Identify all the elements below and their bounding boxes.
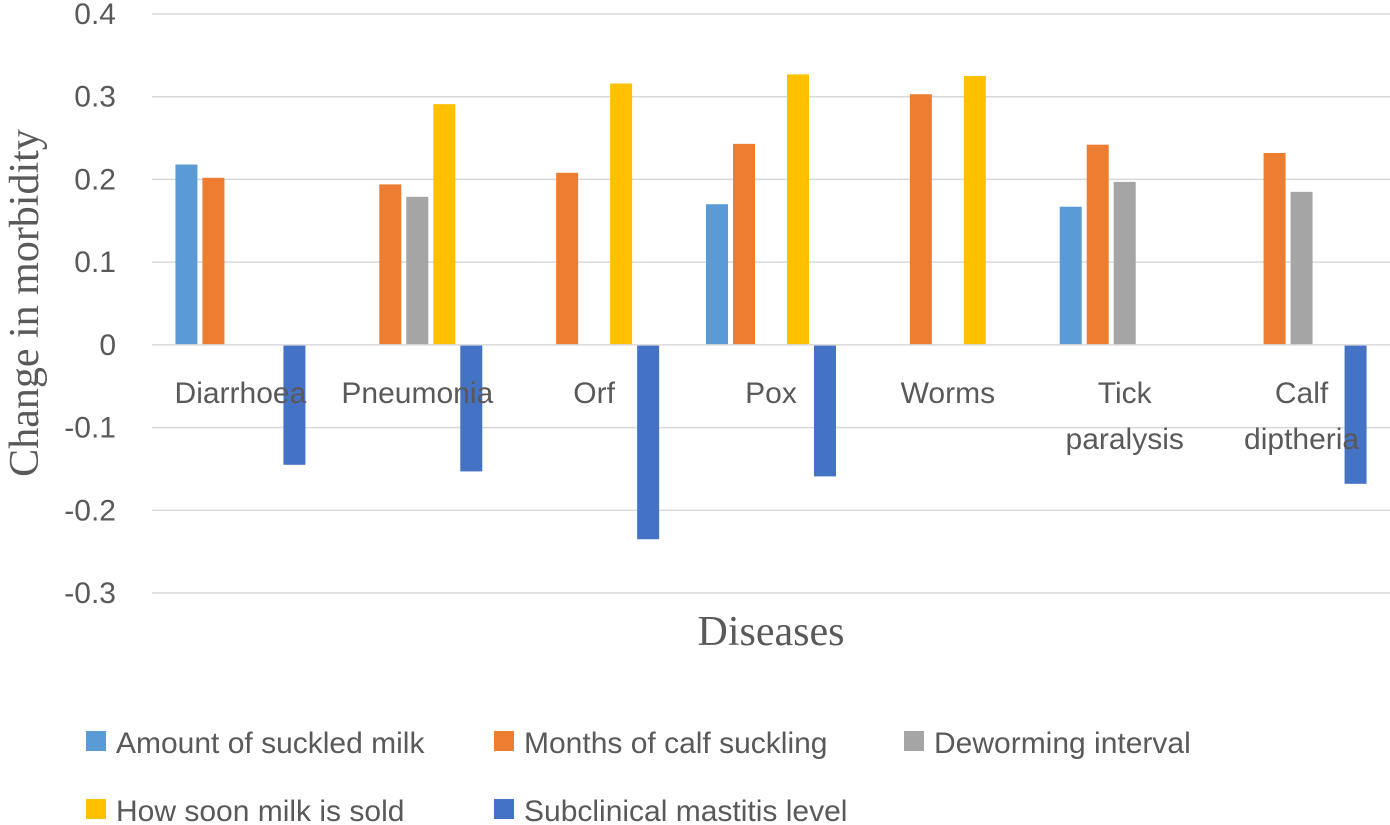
category-label: Pneumonia (341, 377, 493, 410)
legend-swatch (86, 731, 106, 751)
category-label: Orf (573, 377, 615, 410)
category-label: paralysis (1066, 423, 1184, 456)
bar-how-soon-milk-is-sold (787, 74, 809, 345)
y-tick-label: -0.3 (64, 577, 116, 610)
legend-swatch (904, 731, 924, 751)
y-tick-label: 0.3 (74, 81, 116, 114)
y-tick-label: 0 (99, 329, 116, 362)
bar-subclinical-mastitis-level (283, 344, 306, 465)
bar-subclinical-mastitis-level (814, 344, 836, 477)
category-label: diptheria (1244, 423, 1359, 456)
category-label: Worms (901, 377, 995, 410)
y-axis-title: Change in morbidity (2, 129, 48, 477)
bar-subclinical-mastitis-level (637, 344, 660, 540)
bar-deworming-interval (406, 196, 429, 345)
legend-label: Deworming interval (934, 727, 1191, 760)
bar-deworming-interval (1113, 181, 1136, 345)
y-tick-label: 0.4 (74, 0, 116, 31)
x-axis-title: Diseases (698, 609, 845, 655)
category-label: Tick (1098, 377, 1153, 410)
category-label: Pox (745, 377, 797, 410)
bar-months-of-calf-suckling (379, 184, 402, 345)
x-axis-categories: Diarrhoea Pneumonia Orf Pox Worms Tick paralys… (175, 377, 1360, 456)
bar-amount-of-suckled-milk (706, 204, 728, 345)
bar-months-of-calf-suckling (556, 172, 579, 345)
legend-label: How soon milk is sold (116, 795, 404, 825)
legend-label: Amount of suckled milk (116, 727, 425, 760)
bar-subclinical-mastitis-level (460, 344, 483, 472)
legend-swatch (494, 731, 514, 751)
legend-label: Months of calf suckling (524, 727, 827, 760)
bar-months-of-calf-suckling (202, 177, 225, 345)
legend-swatch (86, 799, 106, 819)
gridlines (152, 13, 1390, 594)
bar-subclinical-mastitis-level (1344, 344, 1367, 484)
bar-months-of-calf-suckling (1263, 152, 1286, 345)
bar-how-soon-milk-is-sold (433, 104, 456, 345)
bar-how-soon-milk-is-sold (963, 76, 986, 345)
legend-label: Subclinical mastitis level (524, 795, 847, 825)
bar-how-soon-milk-is-sold (610, 83, 633, 345)
y-axis-ticks: 0.4 0.3 0.2 0.1 0 -0.1 -0.2 -0.3 (64, 0, 116, 610)
bar-amount-of-suckled-milk (175, 164, 198, 345)
legend: Amount of suckled milk Months of calf suc… (86, 727, 1191, 825)
legend-swatch (494, 799, 514, 819)
bar-months-of-calf-suckling (1086, 144, 1109, 345)
category-label: Calf (1275, 377, 1329, 410)
y-tick-label: -0.1 (64, 412, 116, 445)
bar-deworming-interval (1290, 191, 1313, 345)
bar-months-of-calf-suckling (733, 143, 755, 345)
y-tick-label: 0.2 (74, 163, 116, 196)
y-tick-label: -0.2 (64, 494, 116, 527)
y-tick-label: 0.1 (74, 246, 116, 279)
bars (175, 74, 1367, 540)
bar-months-of-calf-suckling (909, 94, 932, 345)
bar-amount-of-suckled-milk (1059, 206, 1082, 345)
category-label: Diarrhoea (175, 377, 307, 410)
